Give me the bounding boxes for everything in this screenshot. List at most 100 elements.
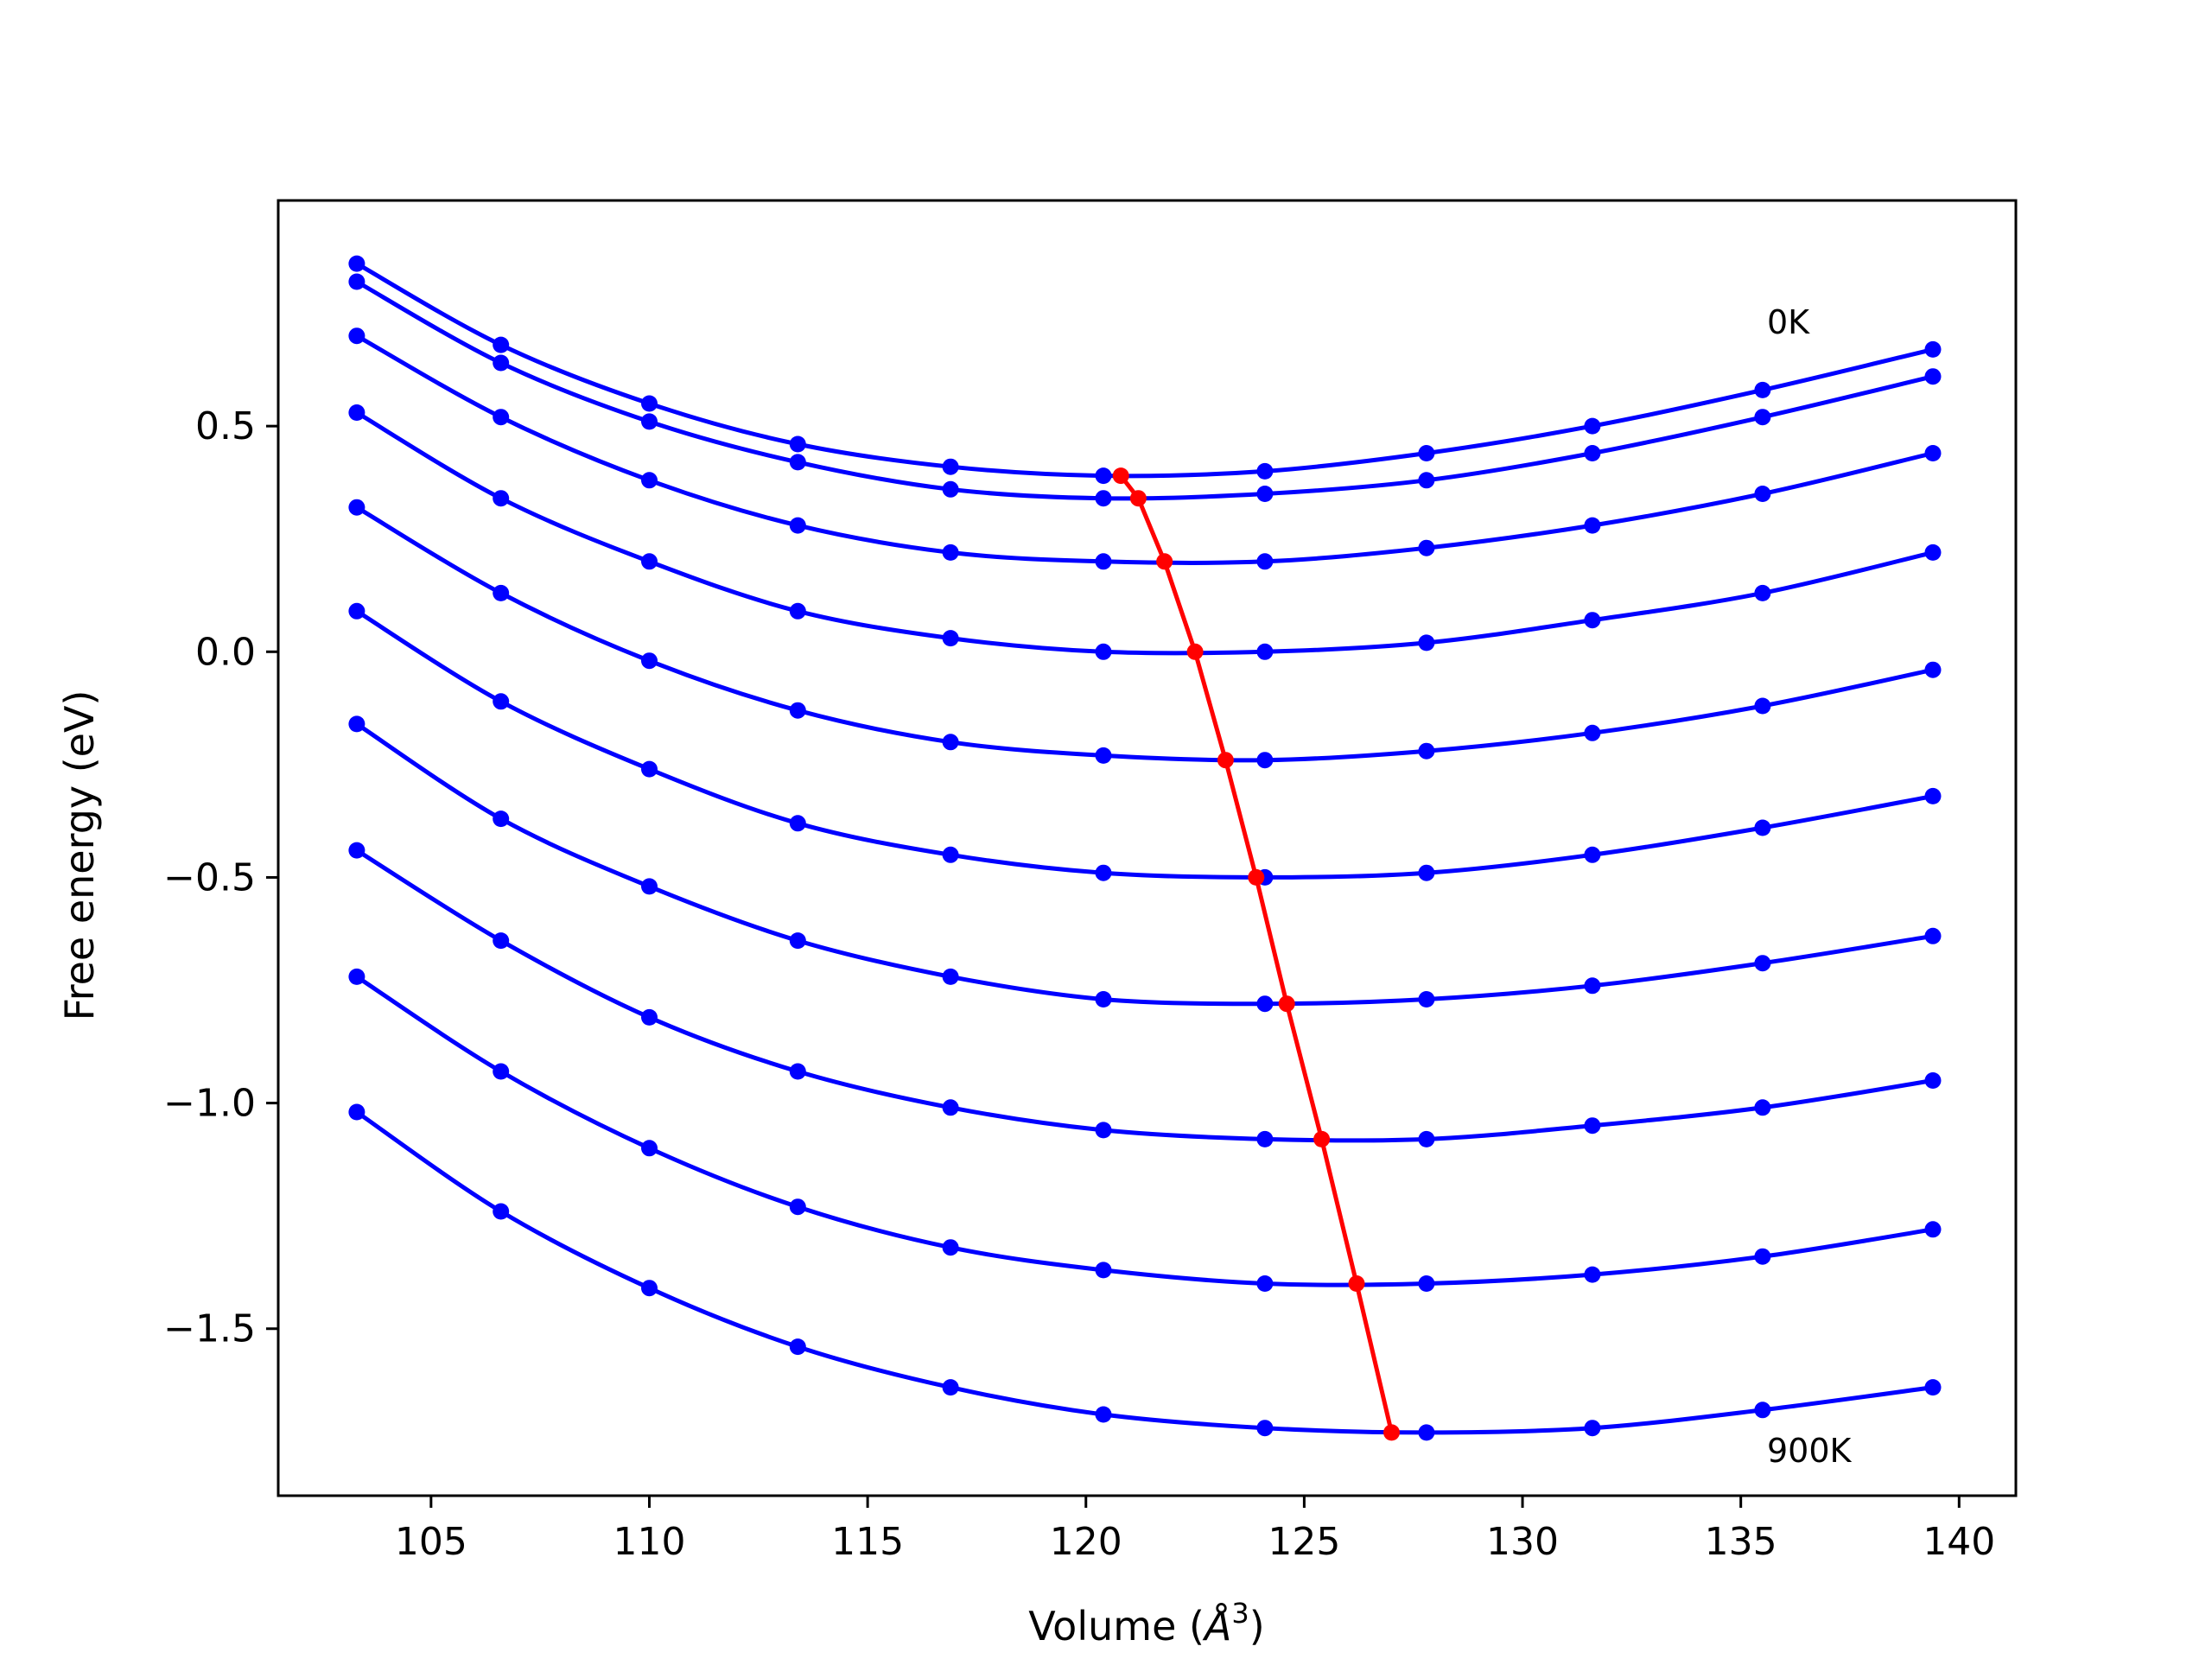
series-point (942, 1239, 959, 1256)
series-point (1095, 1262, 1112, 1279)
x-tick-label: 135 (1705, 1520, 1777, 1564)
minima-point (1383, 1424, 1400, 1441)
series-point (942, 1379, 959, 1396)
y-axis: 0.5 0.0 −0.5 −1.0 −1.5 (163, 404, 278, 1351)
series-point (493, 1063, 510, 1080)
series-point (1418, 1130, 1435, 1147)
series-point (1095, 991, 1112, 1007)
series-point (1256, 1420, 1274, 1437)
series-point (348, 499, 365, 516)
series-point (789, 435, 806, 453)
series-point (1418, 864, 1435, 881)
series-point (348, 842, 365, 859)
series-point (641, 413, 658, 430)
x-tick-label: 140 (1923, 1520, 1995, 1564)
series-point (1924, 340, 1942, 358)
series-8 (348, 842, 1942, 1147)
series-point (1584, 1117, 1601, 1135)
series-point (1095, 553, 1112, 570)
series-9 (348, 968, 1942, 1292)
series-point (942, 630, 959, 647)
series-point (1095, 490, 1112, 507)
series-point (789, 1063, 806, 1080)
series-point (1754, 381, 1771, 398)
x-axis-label-suffix: ) (1249, 1603, 1265, 1649)
series-point (789, 1198, 806, 1216)
series-point (493, 810, 510, 828)
x-tick-label: 125 (1268, 1520, 1340, 1564)
series-point (1924, 927, 1942, 944)
y-tick-label: −0.5 (163, 855, 256, 899)
series-point (1584, 445, 1601, 461)
y-tick-label: −1.5 (163, 1307, 256, 1351)
series-point (1754, 819, 1771, 836)
series-3 (348, 327, 1942, 570)
x-axis-label-symbol: Å (1202, 1603, 1231, 1649)
series-point (493, 693, 510, 710)
series-point (348, 327, 365, 345)
minima-point (1217, 752, 1234, 769)
series-point (1584, 846, 1601, 863)
minima-point (1313, 1130, 1331, 1147)
x-tick-label: 110 (613, 1520, 685, 1564)
series-point (942, 846, 959, 863)
series-point (1095, 643, 1112, 660)
series-point (789, 932, 806, 950)
x-axis: 105 110 115 120 125 130 135 140 (395, 1496, 1995, 1564)
x-tick-label: 105 (395, 1520, 467, 1564)
series-point (1924, 1221, 1942, 1238)
annotation-label: 0K (1767, 303, 1810, 341)
series-point (1584, 517, 1601, 534)
series-point (1754, 409, 1771, 426)
series-point (1754, 584, 1771, 601)
series-point (789, 815, 806, 832)
series-point (348, 968, 365, 985)
series-point (1095, 864, 1112, 881)
series-point (789, 602, 806, 620)
series-point (348, 715, 365, 733)
series-point (1754, 1248, 1771, 1265)
annotations: 0K 900K (1767, 303, 1853, 1470)
series-point (789, 702, 806, 719)
series-point (1256, 553, 1274, 570)
series-point (1418, 634, 1435, 652)
series-point (1924, 543, 1942, 561)
series-point (493, 490, 510, 507)
series-point (1095, 1122, 1112, 1139)
series-point (1584, 612, 1601, 629)
series-point (1924, 1072, 1942, 1089)
series-point (942, 458, 959, 475)
series-point (493, 584, 510, 601)
series-point (1256, 462, 1274, 480)
x-axis-label: Volume (Å3) (1028, 1597, 1264, 1649)
series-5 (348, 499, 1942, 769)
x-tick-label: 115 (831, 1520, 904, 1564)
series-point (641, 760, 658, 778)
series-point (942, 1099, 959, 1116)
axes-frame (276, 199, 2018, 1497)
x-tick-label: 130 (1486, 1520, 1559, 1564)
series-point (1584, 977, 1601, 995)
series-point (348, 404, 365, 421)
series-point (493, 1203, 510, 1220)
series-point (1256, 643, 1274, 660)
series-point (1095, 747, 1112, 764)
series-point (1256, 995, 1274, 1013)
x-axis-label-exponent: 3 (1231, 1597, 1249, 1630)
series-point (1924, 445, 1942, 461)
series-point (493, 409, 510, 426)
series-point (789, 1338, 806, 1356)
series-2 (348, 273, 1942, 507)
y-tick-label: −1.0 (163, 1082, 256, 1126)
series-point (1584, 724, 1601, 741)
series-point (1256, 1130, 1274, 1147)
minima-point (1112, 467, 1129, 485)
series-point (1418, 742, 1435, 760)
series-point (1584, 1266, 1601, 1283)
series-point (1418, 1424, 1435, 1441)
series-point (348, 273, 365, 290)
series-point (348, 1103, 365, 1121)
series-point (641, 1008, 658, 1026)
series-point (1418, 991, 1435, 1007)
